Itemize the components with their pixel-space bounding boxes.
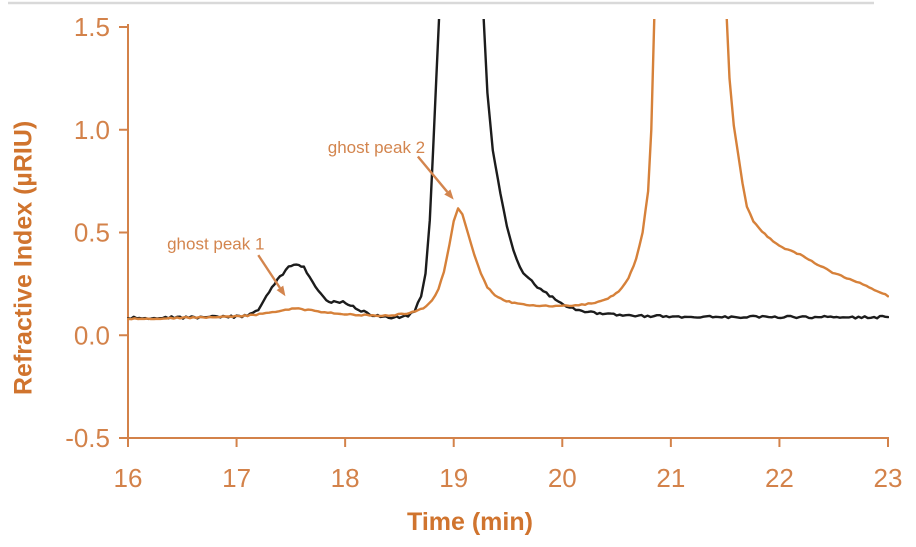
series-path-black-trace <box>127 19 889 321</box>
annotation-arrow-line <box>257 254 281 289</box>
x-tick-label: 21 <box>656 463 685 493</box>
x-tick-label: 18 <box>331 463 360 493</box>
x-tick-label: 20 <box>548 463 577 493</box>
x-tick-label: 16 <box>114 463 143 493</box>
x-tick-label: 17 <box>222 463 251 493</box>
annotation-arrow-line <box>416 155 449 193</box>
x-axis-title: Time (min) <box>407 508 533 536</box>
annotation-label: ghost peak 2 <box>328 138 425 157</box>
y-tick-label: 1.5 <box>74 12 110 42</box>
y-tick-label: 0.5 <box>74 218 110 248</box>
y-axis-title: Refractive Index (µRIU) <box>9 120 38 396</box>
annotation-label: ghost peak 1 <box>167 235 264 254</box>
annotation-arrowhead <box>276 285 286 297</box>
annotation-arrowhead <box>444 189 454 200</box>
y-tick-label: 1.0 <box>74 115 110 145</box>
y-tick-label: 0.0 <box>74 320 110 350</box>
x-tick-label: 22 <box>765 463 794 493</box>
x-tick-label: 23 <box>874 463 903 493</box>
x-tick-label: 19 <box>439 463 468 493</box>
series-path-orange-trace <box>127 19 889 321</box>
y-tick-label: -0.5 <box>65 423 110 453</box>
